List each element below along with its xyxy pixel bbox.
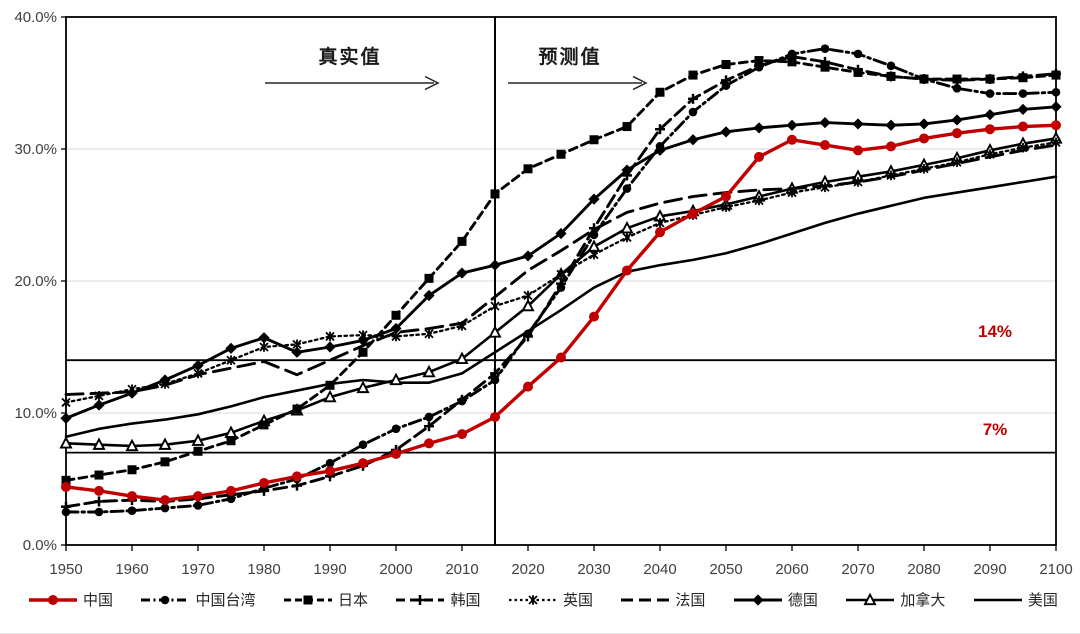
reference-lines [66,359,1056,454]
x-tick-label: 2070 [841,561,874,578]
legend-swatch-taiwan-china [141,595,190,604]
y-tick-label: 0.0% [23,537,57,554]
x-tick-label: 2030 [577,561,610,578]
x-tick-label: 2080 [907,561,940,578]
series-markers-korea [61,51,1061,512]
legend-item-china: 中国 [28,589,113,610]
y-tick-label: 40.0% [14,9,57,26]
chart-legend: 中国 中国台湾 日本 韩国 英国 法国 德国 加拿大 美国 [28,589,1058,610]
legend-swatch-uk [508,594,557,605]
reference-line-label-14: 14% [977,322,1013,341]
legend-label-china: 中国 [83,592,114,609]
legend-swatch-france [621,598,670,601]
legend-label-germany: 德国 [787,592,818,609]
legend-label-japan: 日本 [337,592,368,609]
x-tick-label: 1990 [313,561,346,578]
series-line-china [64,123,1058,502]
y-tick-label: 10.0% [14,405,57,422]
y-tick-label: 30.0% [14,141,57,158]
series-group [59,44,1063,517]
legend-label-canada: 加拿大 [900,592,946,609]
x-tick-label: 2100 [1039,561,1072,578]
axis-tick-labels: 1950 1960 1970 1980 1990 2000 2010 2020 2030 2040… [14,9,1072,578]
legend-item-uk: 英国 [508,589,593,610]
y-tick-label: 20.0% [14,273,57,290]
series-markers-germany [60,101,1062,424]
x-tick-label: 2060 [775,561,808,578]
x-tick-label: 2040 [643,561,676,578]
x-tick-label: 2010 [445,561,478,578]
legend-item-germany: 德国 [733,589,818,610]
x-tick-label: 2020 [511,561,544,578]
series-markers-china [61,120,1061,506]
series-line-usa [64,175,1058,439]
x-tick-label: 1970 [181,561,214,578]
legend-swatch-japan [283,595,332,604]
legend-item-taiwan-china: 中国台湾 [140,589,256,610]
series-markers-taiwan-china [61,44,1061,517]
x-tick-label: 1980 [247,561,280,578]
x-tick-label: 2000 [379,561,412,578]
legend-label-usa: 美国 [1027,592,1058,609]
legend-item-usa: 美国 [973,589,1058,610]
x-tick-label: 1950 [49,561,82,578]
legend-item-korea: 韩国 [395,589,480,610]
reference-line-label-7: 7% [982,420,1008,439]
forecast-arrow [508,75,648,91]
legend-swatch-usa [973,598,1022,601]
annotation-forecast-values: 预测值 [538,47,602,68]
actual-arrow [265,75,440,91]
legend-item-france: 法国 [620,589,705,610]
x-tick-label: 2050 [709,561,742,578]
series-line-canada [64,137,1058,448]
axis-ticks [61,16,1057,551]
legend-label-korea: 韩国 [450,592,481,609]
legend-item-canada: 加拿大 [845,589,945,610]
x-tick-label: 1960 [115,561,148,578]
legend-swatch-china [29,594,77,605]
legend-label-taiwan-china: 中国台湾 [195,592,256,609]
legend-label-france: 法国 [675,592,706,609]
legend-item-japan: 日本 [283,589,368,610]
legend-swatch-germany [733,593,782,606]
legend-label-uk: 英国 [562,592,593,609]
legend-swatch-korea [396,594,445,605]
x-tick-label: 2090 [973,561,1006,578]
legend-swatch-canada [846,592,895,605]
annotation-actual-values: 真实值 [318,47,382,68]
